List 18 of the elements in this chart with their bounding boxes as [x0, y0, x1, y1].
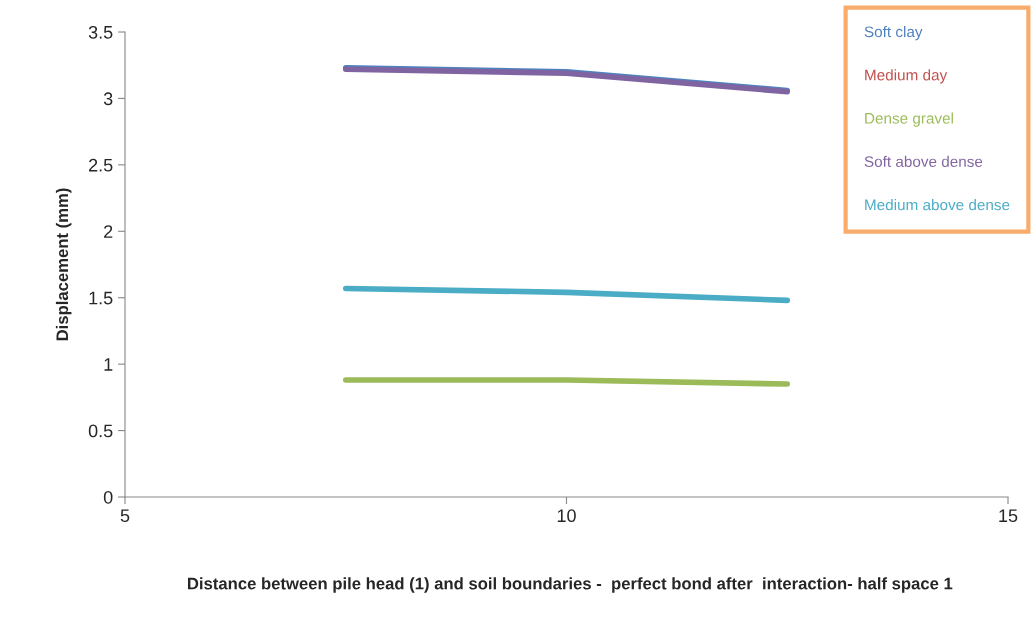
text: Soft clay — [864, 25, 923, 41]
y-tick-label: 2.5 — [89, 158, 113, 172]
y-tick-label: 0 — [103, 490, 113, 504]
text: Dense gravel — [865, 112, 953, 127]
x-tick-label: 15 — [999, 509, 1018, 523]
y-axis-title: Displacement (mm) — [55, 188, 72, 341]
y-tick-label: 1.5 — [89, 291, 113, 305]
y-tick-label: 2 — [104, 225, 113, 238]
x-tick-label: 10 — [557, 509, 576, 523]
y-tick-label: 1 — [104, 358, 113, 371]
legend-label: Medium day — [865, 69, 948, 84]
x-tick-label: 5 — [120, 509, 130, 523]
x-axis-title: Distance between pile head (1) and soil boundaries - perfect bond after interaction- half space 1 — [188, 577, 953, 593]
y-tick-label: 3 — [103, 92, 113, 106]
text: Soft above dense — [864, 155, 983, 167]
y-tick-label: 3.5 — [88, 25, 113, 39]
text: Medium above dense — [865, 199, 1010, 211]
y-tick-label: 0.5 — [88, 424, 113, 438]
